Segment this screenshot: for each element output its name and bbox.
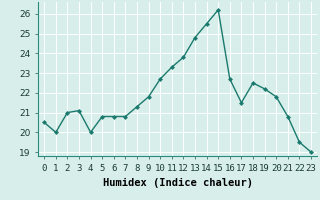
X-axis label: Humidex (Indice chaleur): Humidex (Indice chaleur) [103, 178, 252, 188]
